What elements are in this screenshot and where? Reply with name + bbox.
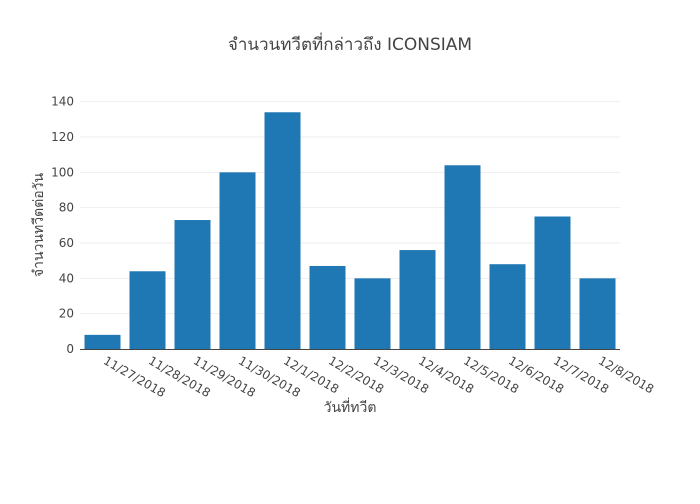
y-axis-title: จำนวนทวีตต่อวัน — [31, 172, 47, 277]
bar — [219, 172, 256, 349]
bar — [444, 165, 481, 349]
y-tick-label: 100 — [51, 165, 74, 179]
bar — [579, 278, 616, 349]
y-tick-label: 20 — [59, 307, 74, 321]
bar — [309, 265, 346, 349]
y-tick-labels: 0 20 40 60 80 100 120 140 — [51, 95, 74, 356]
y-tick-label: 40 — [59, 271, 74, 285]
bar — [174, 220, 211, 349]
y-tick-label: 80 — [59, 201, 74, 215]
y-tick-label: 140 — [51, 95, 74, 109]
gridlines — [80, 101, 620, 315]
bars — [84, 112, 616, 350]
bar — [354, 278, 391, 349]
y-tick-label: 120 — [51, 130, 74, 144]
y-tick-label: 0 — [66, 342, 74, 356]
x-axis-title: วันที่ทวีต — [324, 398, 377, 416]
bar — [399, 250, 436, 349]
bar — [534, 216, 571, 349]
bar — [129, 271, 166, 349]
y-tick-label: 60 — [59, 236, 74, 250]
chart-title: จำนวนทวีตที่กล่าวถึง ICONSIAM — [228, 32, 472, 55]
bar — [264, 112, 301, 350]
x-tick-labels: 11/27/201811/28/201811/29/201811/30/2018… — [101, 353, 656, 400]
bar — [84, 334, 121, 349]
bar — [489, 264, 526, 349]
